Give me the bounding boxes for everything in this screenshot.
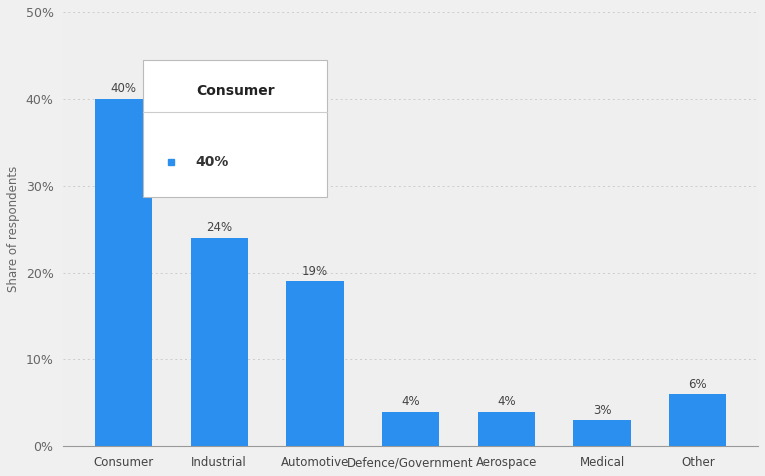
Bar	[669, 394, 727, 446]
Text: 19%: 19%	[302, 265, 328, 278]
Bar	[286, 281, 343, 446]
Bar	[382, 412, 439, 446]
Bar	[95, 99, 152, 446]
Text: 3%: 3%	[593, 404, 611, 417]
Text: 24%: 24%	[206, 221, 233, 234]
Bar	[573, 420, 631, 446]
Y-axis label: Share of respondents: Share of respondents	[7, 166, 20, 292]
FancyBboxPatch shape	[143, 60, 327, 197]
Bar	[477, 412, 535, 446]
Text: 6%: 6%	[688, 378, 707, 391]
Text: 4%: 4%	[497, 395, 516, 408]
Text: 40%: 40%	[195, 155, 229, 169]
Bar	[190, 238, 248, 446]
Text: 4%: 4%	[402, 395, 420, 408]
Text: 40%: 40%	[110, 82, 136, 95]
Text: Consumer: Consumer	[196, 84, 275, 98]
